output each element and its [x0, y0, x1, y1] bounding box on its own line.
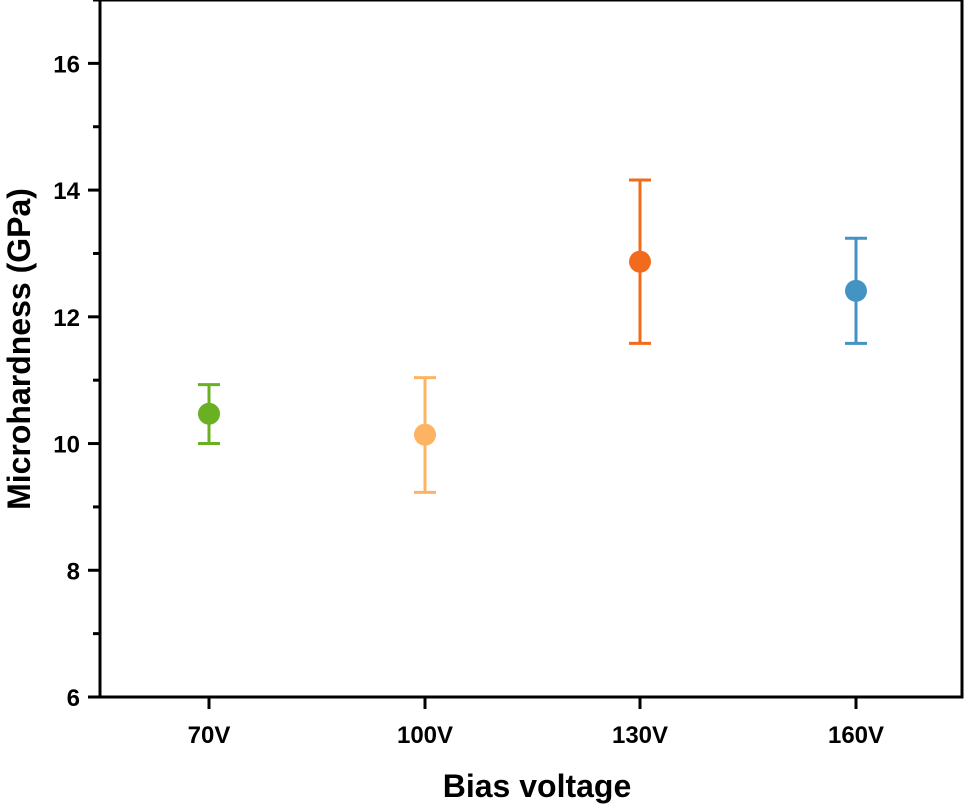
y-tick-label: 16 — [53, 51, 80, 78]
x-tick-label: 70V — [188, 722, 231, 749]
y-axis-title: Microhardness (GPa) — [1, 188, 37, 510]
y-tick-label: 8 — [67, 558, 80, 585]
data-point — [845, 279, 867, 302]
y-tick-label: 12 — [53, 305, 80, 332]
y-axis-ticks: 6 8 10 12 14 16 — [53, 0, 100, 712]
data-point — [629, 250, 651, 273]
x-axis-title: Bias voltage — [443, 768, 632, 804]
data-point-group — [414, 376, 436, 494]
data-point — [198, 402, 220, 425]
y-tick-label: 10 — [53, 432, 80, 459]
data-point-group — [629, 178, 651, 345]
y-tick-label: 6 — [67, 685, 80, 712]
data-point — [414, 423, 436, 446]
x-tick-label: 100V — [397, 722, 453, 749]
plot-frame — [98, 0, 964, 699]
x-tick-label: 130V — [612, 722, 668, 749]
x-tick-label: 160V — [828, 722, 884, 749]
x-axis-ticks: 70V 100V 130V 160V — [188, 697, 884, 749]
data-points — [198, 178, 867, 494]
data-point-group — [845, 236, 867, 345]
data-point-group — [198, 383, 220, 446]
y-tick-label: 14 — [53, 178, 80, 205]
